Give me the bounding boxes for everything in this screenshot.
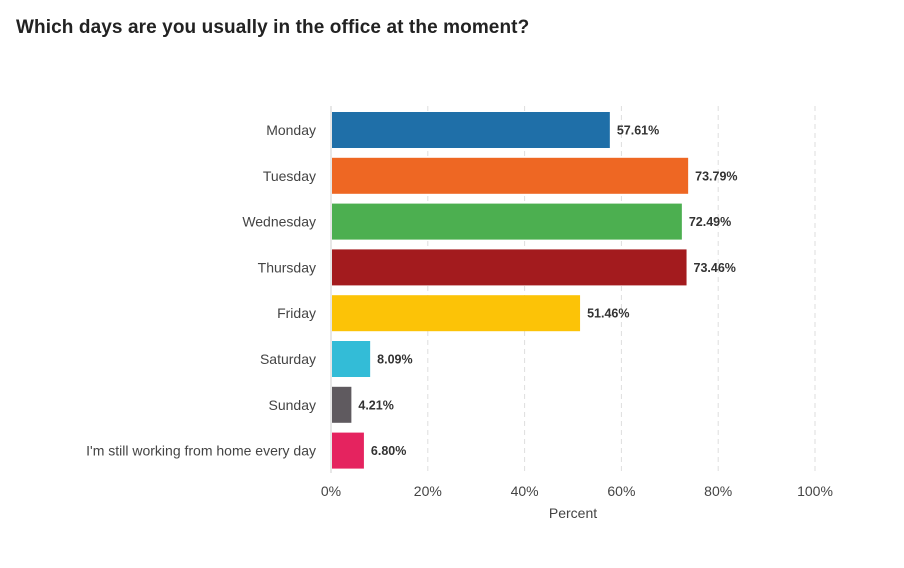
data-label: 72.49% [689, 215, 731, 229]
x-tick-label: 40% [511, 483, 539, 499]
axis-layer: 0% 20% 40% 60% 80% 100% [321, 106, 833, 499]
labels-layer: Monday 57.61% Tuesday 73.79% Wednesday 72.49%… [86, 122, 737, 459]
data-label: 73.46% [694, 261, 736, 275]
bar [332, 386, 352, 423]
bar [332, 249, 687, 286]
bar [332, 203, 682, 240]
x-tick-label: 0% [321, 483, 341, 499]
category-label: I'm still working from home every day [86, 443, 316, 459]
category-label: Tuesday [263, 168, 316, 184]
category-label: Wednesday [242, 214, 316, 230]
x-tick-label: 100% [797, 483, 833, 499]
x-tick-label: 20% [414, 483, 442, 499]
data-label: 4.21% [358, 398, 393, 412]
category-label: Friday [277, 305, 316, 321]
x-tick-label: 60% [607, 483, 635, 499]
bar [332, 157, 689, 194]
data-label: 6.80% [371, 444, 406, 458]
bar [332, 432, 364, 469]
data-label: 73.79% [695, 169, 737, 183]
x-tick-label: 80% [704, 483, 732, 499]
category-label: Sunday [269, 397, 316, 413]
category-label: Saturday [260, 351, 316, 367]
bar [332, 112, 610, 148]
data-label: 57.61% [617, 124, 659, 138]
bar [332, 341, 371, 377]
bars-layer [332, 112, 689, 469]
grid-layer [427, 106, 816, 473]
data-label: 51.46% [587, 307, 629, 321]
bar [332, 295, 581, 332]
x-axis-title: Percent [549, 505, 597, 521]
data-label: 8.09% [377, 353, 412, 367]
category-label: Monday [266, 122, 316, 138]
chart-title: Which days are you usually in the office… [16, 17, 530, 38]
category-label: Thursday [258, 259, 316, 275]
